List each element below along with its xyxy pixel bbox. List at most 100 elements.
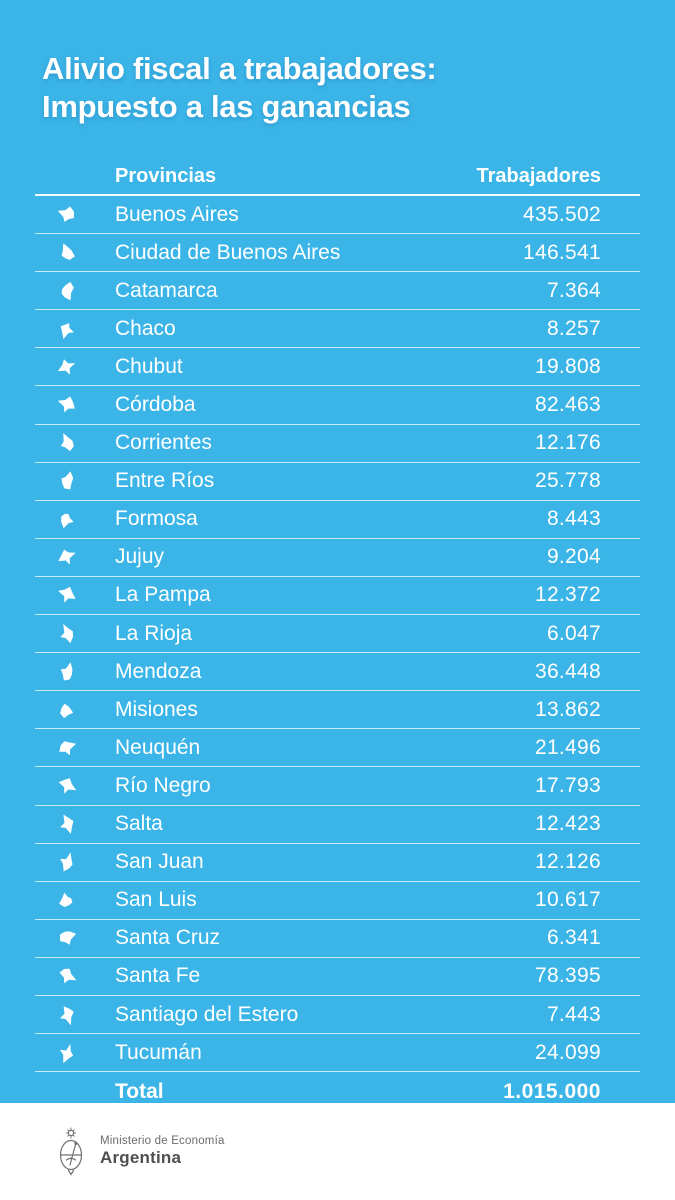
province-name: Buenos Aires: [115, 202, 239, 226]
table-row: Misiones 13.862: [35, 691, 640, 730]
table-row: San Juan 12.126: [35, 844, 640, 882]
province-name: La Rioja: [115, 621, 193, 645]
workers-value: 8.257: [546, 316, 601, 340]
province-name: Río Negro: [115, 773, 211, 797]
misiones-map-icon: [55, 698, 79, 722]
workers-value: 36.448: [534, 659, 601, 683]
table-row: Corrientes 12.176: [35, 425, 640, 463]
province-name: Mendoza: [115, 659, 202, 683]
province-name: Catamarca: [115, 278, 218, 302]
province-name: Misiones: [115, 697, 198, 721]
provinces-table: Provincias Trabajadores Buenos Aires 435.…: [35, 163, 640, 1112]
cordoba-map-icon: [55, 393, 79, 417]
table-row: Catamarca 7.364: [35, 272, 640, 311]
workers-value: 21.496: [534, 735, 601, 759]
table-row: Jujuy 9.204: [35, 539, 640, 577]
table-total-row: Total 1.015.000: [35, 1072, 640, 1112]
workers-value: 9.204: [546, 545, 601, 569]
catamarca-map-icon: [55, 279, 79, 303]
workers-value: 6.341: [546, 926, 601, 950]
province-name: Formosa: [115, 507, 198, 531]
table-row: Salta 12.423: [35, 806, 640, 844]
workers-value: 12.372: [534, 583, 601, 607]
neuquen-map-icon: [55, 736, 79, 760]
table-row: Buenos Aires 435.502: [35, 196, 640, 235]
ciudad-de-buenos-aires-map-icon: [55, 241, 79, 265]
buenos-aires-map-icon: [55, 203, 79, 227]
table-row: Santa Cruz 6.341: [35, 920, 640, 958]
table-row: Córdoba 82.463: [35, 386, 640, 425]
table-row: Ciudad de Buenos Aires 146.541: [35, 234, 640, 273]
workers-value: 12.176: [534, 431, 601, 455]
chubut-map-icon: [55, 355, 79, 379]
table-row: Entre Ríos 25.778: [35, 463, 640, 501]
workers-value: 24.099: [534, 1040, 601, 1064]
table-row: Chaco 8.257: [35, 310, 640, 349]
total-value: 1.015.000: [503, 1080, 601, 1104]
workers-value: 19.808: [534, 354, 601, 378]
workers-value: 146.541: [522, 240, 601, 264]
province-name: Entre Ríos: [115, 469, 215, 493]
san-luis-map-icon: [55, 888, 79, 912]
workers-value: 10.617: [534, 888, 601, 912]
tucuman-map-icon: [55, 1041, 79, 1065]
province-name: Ciudad de Buenos Aires: [115, 240, 341, 264]
san-juan-map-icon: [55, 850, 79, 874]
workers-value: 8.443: [546, 507, 601, 531]
workers-value: 78.395: [534, 964, 601, 988]
footer-ministry-label: Ministerio de Economía: [100, 1135, 225, 1147]
page-title: Alivio fiscal a trabajadores: Impuesto a…: [42, 50, 437, 126]
workers-value: 7.443: [546, 1002, 601, 1026]
santa-cruz-map-icon: [55, 926, 79, 950]
province-name: Santiago del Estero: [115, 1002, 299, 1026]
column-header-workers: Trabajadores: [476, 165, 601, 187]
province-name: Santa Cruz: [115, 926, 221, 950]
chaco-map-icon: [55, 317, 79, 341]
la-pampa-map-icon: [55, 583, 79, 607]
jujuy-map-icon: [55, 545, 79, 569]
province-name: Córdoba: [115, 393, 196, 417]
table-row: La Pampa 12.372: [35, 577, 640, 616]
footer-country-label: Argentina: [100, 1148, 182, 1167]
province-name: San Luis: [115, 888, 197, 912]
rio-negro-map-icon: [55, 774, 79, 798]
province-name: Tucumán: [115, 1040, 202, 1064]
argentina-coat-of-arms-icon: [59, 1127, 83, 1176]
infographic-card: Alivio fiscal a trabajadores: Impuesto a…: [0, 0, 675, 1103]
province-name: Chaco: [115, 316, 176, 340]
la-rioja-map-icon: [55, 622, 79, 646]
province-name: Jujuy: [115, 545, 165, 569]
workers-value: 435.502: [522, 202, 601, 226]
corrientes-map-icon: [55, 431, 79, 455]
workers-value: 17.793: [534, 773, 601, 797]
title-line-1: Alivio fiscal a trabajadores:: [42, 51, 437, 86]
table-row: Formosa 8.443: [35, 501, 640, 539]
table-row: Santiago del Estero 7.443: [35, 996, 640, 1035]
formosa-map-icon: [55, 507, 79, 531]
table-body: Buenos Aires 435.502 Ciudad de Buenos Aire…: [35, 196, 640, 1073]
province-name: La Pampa: [115, 583, 211, 607]
table-row: Neuquén 21.496: [35, 729, 640, 768]
workers-value: 13.862: [534, 697, 601, 721]
table-row: La Rioja 6.047: [35, 615, 640, 654]
workers-value: 25.778: [534, 469, 601, 493]
table-row: Chubut 19.808: [35, 348, 640, 387]
province-name: Neuquén: [115, 735, 201, 759]
footer-text-block: Ministerio de Economía Argentina: [100, 1135, 225, 1168]
santiago-del-estero-map-icon: [55, 1003, 79, 1027]
total-label: Total: [115, 1080, 164, 1104]
workers-value: 82.463: [534, 393, 601, 417]
table-row: Tucumán 24.099: [35, 1034, 640, 1073]
province-name: San Juan: [115, 850, 204, 874]
salta-map-icon: [55, 812, 79, 836]
table-header-row: Provincias Trabajadores: [35, 163, 640, 196]
workers-value: 12.126: [534, 850, 601, 874]
table-row: San Luis 10.617: [35, 882, 640, 920]
santa-fe-map-icon: [55, 964, 79, 988]
province-name: Corrientes: [115, 431, 212, 455]
province-name: Santa Fe: [115, 964, 201, 988]
title-line-2: Impuesto a las ganancias: [42, 89, 411, 124]
workers-value: 7.364: [546, 278, 601, 302]
footer: Ministerio de Economía Argentina: [0, 1103, 675, 1200]
mendoza-map-icon: [55, 660, 79, 684]
